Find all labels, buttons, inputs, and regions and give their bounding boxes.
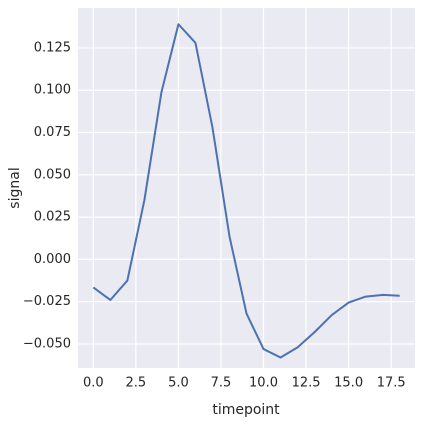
line — [92, 23, 400, 359]
x-tick-label: 5.0 — [168, 376, 189, 391]
y-tick-label: 0.075 — [34, 125, 71, 140]
y-tick-label: −0.050 — [23, 336, 71, 351]
y-axis-label: signal — [7, 167, 23, 208]
x-tick-label: 0.0 — [83, 376, 104, 391]
y-tick-label: 0.050 — [34, 167, 71, 182]
y-tick-label: 0.000 — [34, 252, 71, 267]
x-tick-label: 15.0 — [334, 376, 363, 391]
y-tick-label: 0.125 — [34, 40, 71, 55]
x-tick-label: 10.0 — [249, 376, 278, 391]
y-tick-label: −0.025 — [23, 294, 71, 309]
x-tick-label: 17.5 — [377, 376, 406, 391]
y-tick-label: 0.025 — [34, 210, 71, 225]
x-tick-label: 7.5 — [211, 376, 232, 391]
y-tick-label: 0.100 — [34, 83, 71, 98]
x-tick-label: 12.5 — [292, 376, 321, 391]
x-axis-label: timepoint — [212, 402, 280, 418]
plot-background — [78, 8, 415, 368]
x-tick-label: 2.5 — [126, 376, 147, 391]
